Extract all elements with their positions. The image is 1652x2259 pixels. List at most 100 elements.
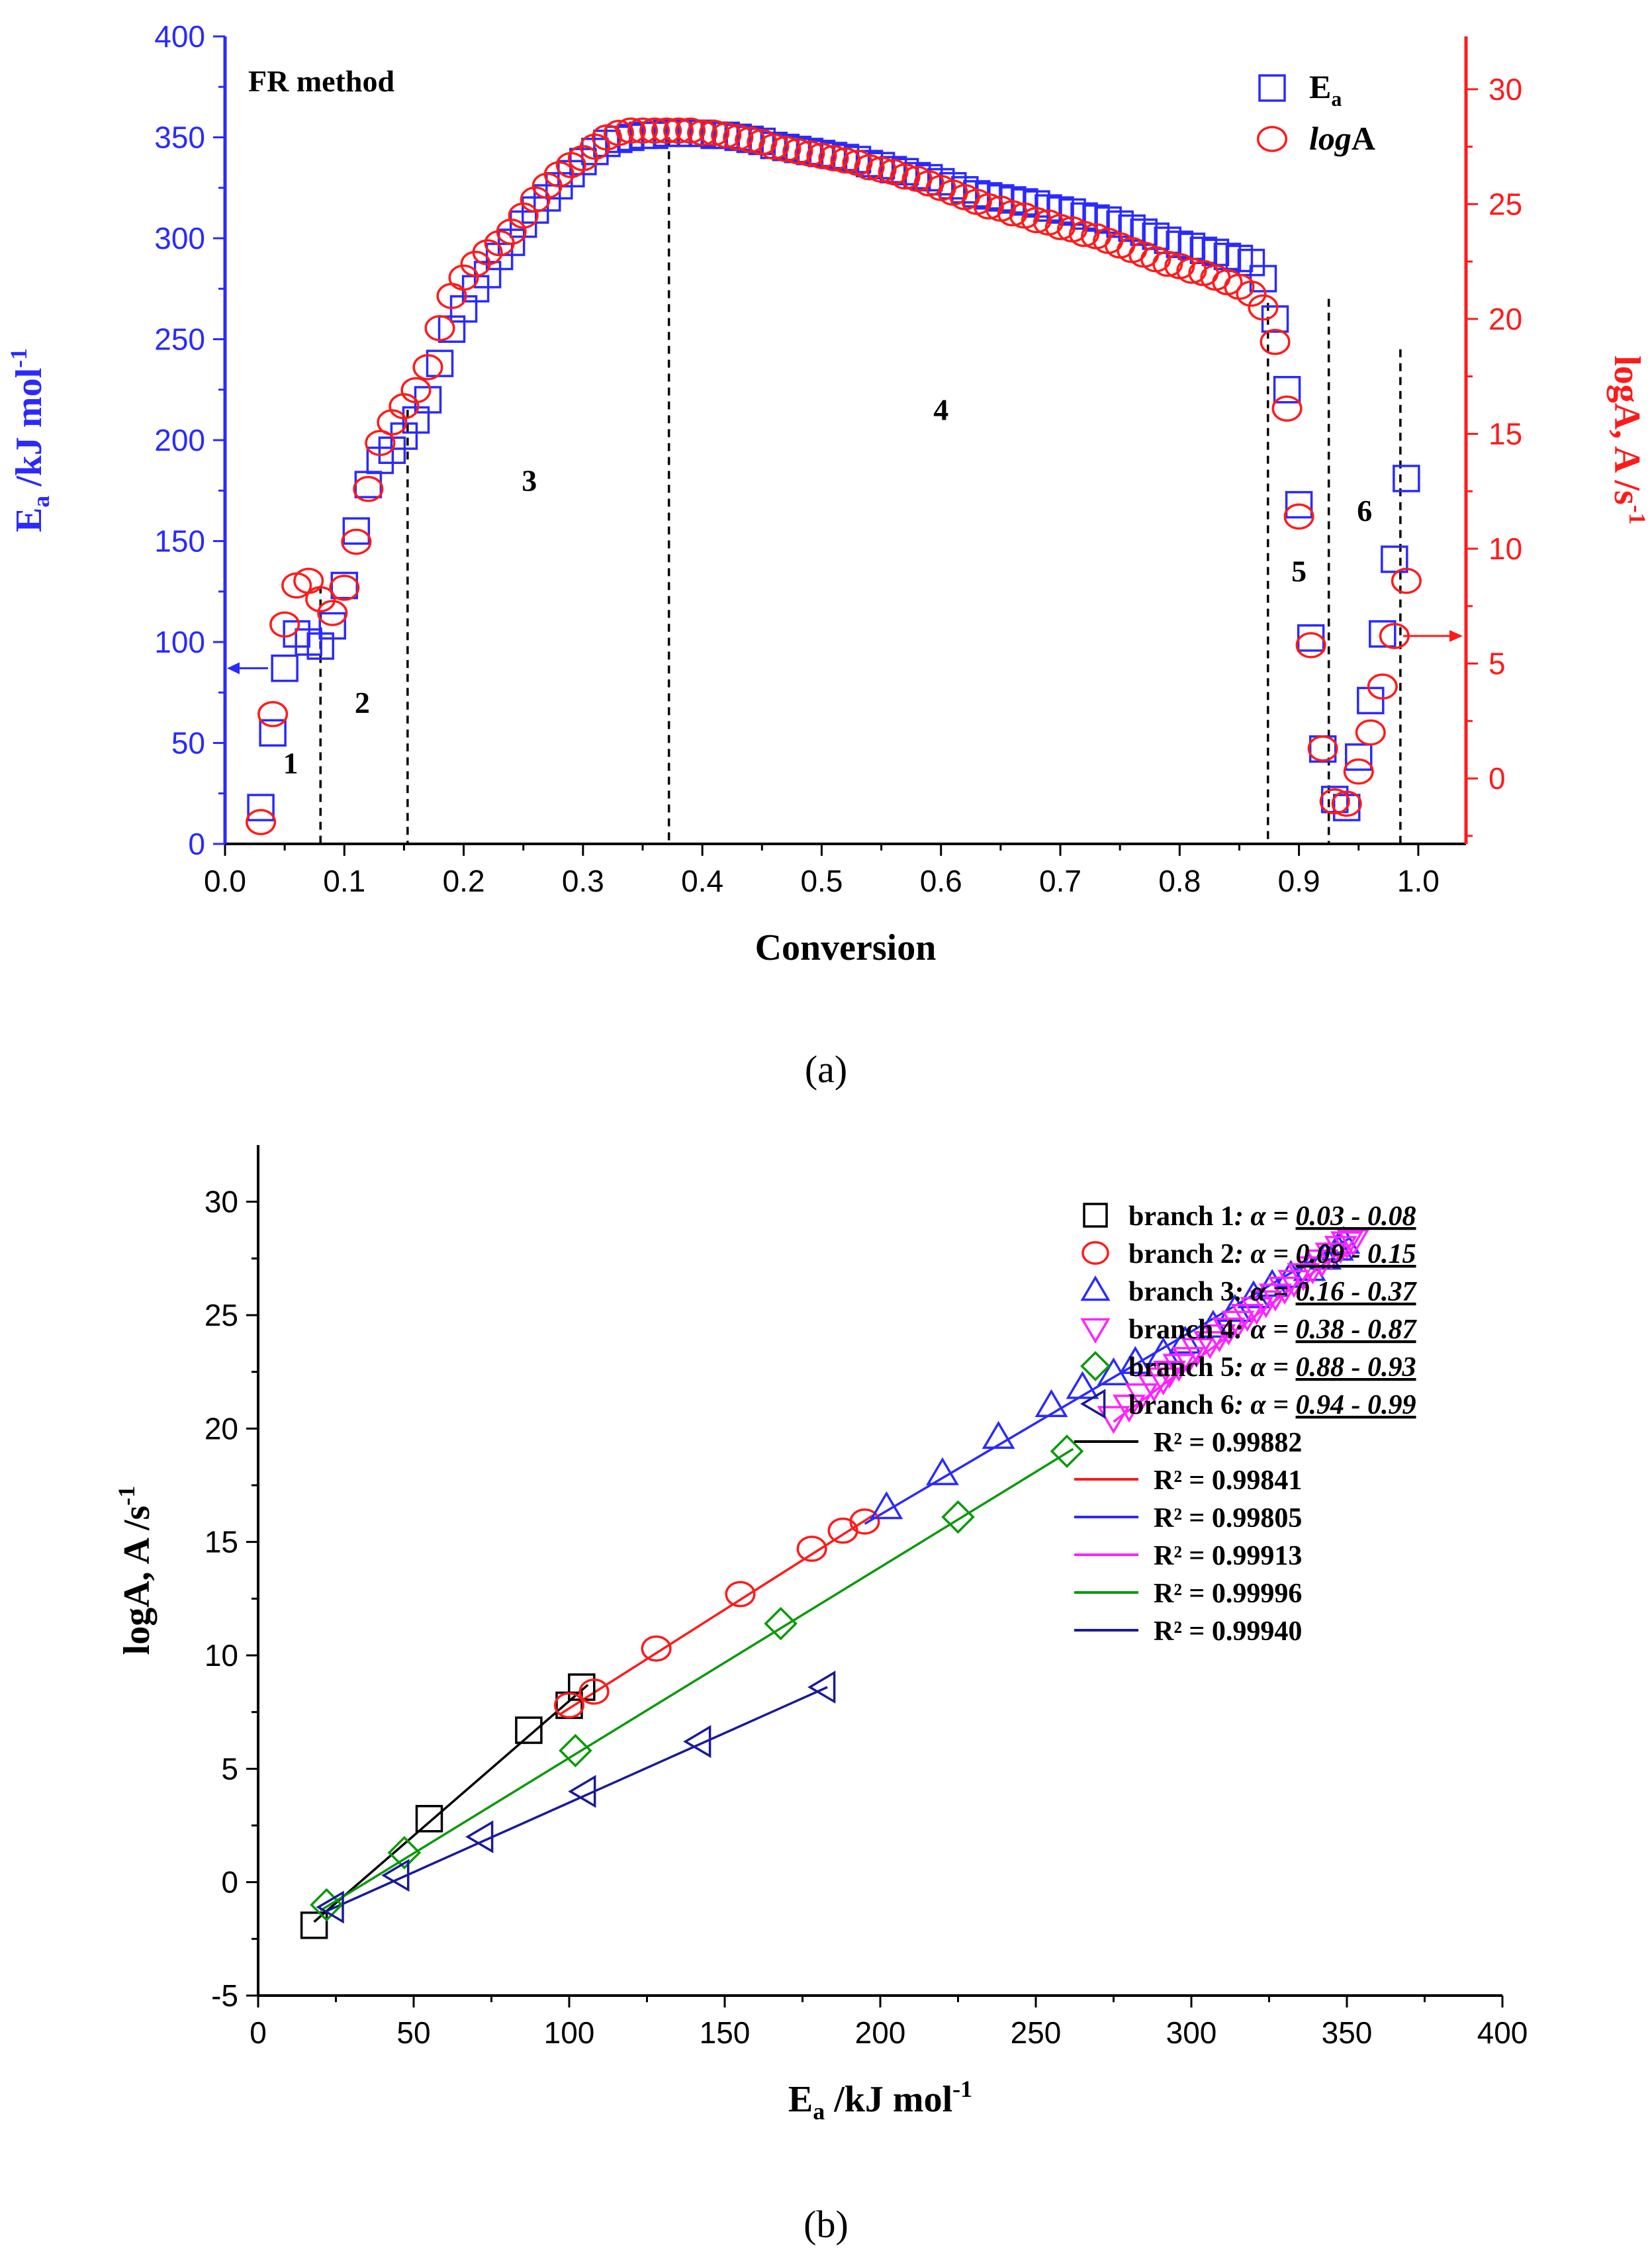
loga-point — [818, 145, 849, 171]
right-y-axis-title-part: -1 — [1624, 505, 1651, 525]
point-branch-5 — [764, 1606, 798, 1641]
loga-point — [866, 156, 897, 183]
loga-point — [412, 354, 443, 381]
right-y-tick-label: 0 — [1489, 761, 1506, 796]
x-tick-label: 0.4 — [681, 864, 723, 898]
x-axis-title-part: /kJ mol — [825, 2079, 952, 2120]
loga-point — [543, 161, 574, 188]
loga-point — [997, 200, 1028, 227]
point-branch-4 — [1146, 1367, 1180, 1396]
legend-loga-label: logA — [1309, 120, 1375, 157]
legend-symbol-branch-5 — [1080, 1351, 1111, 1381]
loga-point — [353, 475, 384, 502]
legend-range: 0.03 - 0.08 — [1296, 1201, 1416, 1232]
x-tick-label: 0.5 — [800, 864, 843, 898]
legend-alpha: : α = — [1234, 1352, 1296, 1383]
x-tick-label: 1.0 — [1397, 864, 1440, 898]
loga-point — [1021, 207, 1052, 234]
left-y-tick-label: 100 — [154, 625, 205, 659]
legend: Ea logA — [1256, 68, 1375, 157]
legend-range: 0.09 - 0.15 — [1296, 1239, 1416, 1269]
left-y-tick-label: 0 — [188, 827, 205, 861]
loga-point — [794, 140, 825, 167]
legend-loga-main: A — [1352, 120, 1375, 157]
point-branch-6 — [465, 1820, 494, 1854]
right-y-tick-label: 15 — [1489, 416, 1522, 451]
loga-point — [579, 133, 610, 160]
point-branch-5 — [310, 1888, 344, 1922]
loga-point — [1295, 631, 1326, 659]
fit-line-branch-6 — [320, 1686, 828, 1915]
legend-ea-label: Ea — [1309, 68, 1342, 111]
legend-alpha: : α = — [1234, 1201, 1296, 1232]
point-branch-2 — [796, 1536, 827, 1562]
left-y-tick-label: 250 — [154, 322, 205, 357]
y-tick-label: 0 — [221, 1865, 238, 1900]
loga-point — [496, 218, 527, 245]
legend-loga-italic: log — [1309, 120, 1352, 157]
legend-r2-branch-3: R² = 0.99805 — [1154, 1503, 1302, 1534]
y-tick-label: 30 — [205, 1185, 238, 1219]
ea-point — [1344, 743, 1373, 771]
loga-point — [1307, 735, 1338, 762]
ea-point — [1357, 686, 1385, 715]
point-branch-3 — [1196, 1309, 1230, 1338]
region-label: 1 — [283, 746, 298, 780]
ea-point — [1285, 490, 1313, 519]
point-branch-2 — [553, 1692, 585, 1719]
loga-point — [1331, 790, 1362, 817]
loga-point — [400, 377, 432, 404]
point-branch-4 — [1124, 1383, 1158, 1412]
loga-point — [257, 701, 289, 727]
x-tick-label: 0.9 — [1278, 864, 1320, 898]
y-tick-label: 20 — [205, 1411, 238, 1446]
left-y-tick-label: 200 — [154, 423, 205, 457]
legend-branch-name: branch 5 — [1128, 1352, 1234, 1383]
legend-label-branch-1: branch 1: α = 0.03 - 0.08 — [1128, 1201, 1416, 1232]
loga-point — [1379, 623, 1410, 649]
x-axis-title-part: E — [788, 2079, 813, 2120]
loga-point — [508, 202, 539, 229]
x-axis-title-part: -1 — [952, 2076, 972, 2102]
loga-point — [1367, 673, 1398, 700]
point-branch-3 — [1218, 1293, 1252, 1322]
loga-point — [1283, 503, 1314, 530]
legend-loga-symbol — [1256, 126, 1288, 152]
point-branch-2 — [641, 1635, 672, 1662]
region-label: 3 — [522, 463, 537, 497]
right-y-axis-title-part: logA, A /s — [1606, 355, 1647, 505]
legend-ea-sub: a — [1331, 87, 1342, 111]
left-y-axis-title-part: -1 — [5, 348, 32, 368]
x-tick-label: 0.7 — [1039, 864, 1081, 898]
legend-branch-name: branch 2 — [1128, 1239, 1234, 1269]
left-y-tick-label: 300 — [154, 221, 205, 255]
legend-alpha: : α = — [1234, 1277, 1296, 1307]
left-y-axis-title: Ea /kJ mol-1 — [5, 348, 54, 532]
loga-point — [1176, 257, 1207, 284]
loga-point — [651, 117, 682, 144]
fit-line-branch-1 — [313, 1684, 589, 1923]
x-tick-label: 100 — [544, 2015, 595, 2050]
loga-point — [1044, 214, 1076, 240]
point-branch-4 — [1336, 1228, 1370, 1258]
legend-branch-name: branch 6 — [1128, 1390, 1234, 1420]
y-tick-label: 15 — [205, 1525, 238, 1559]
ea-point — [330, 571, 359, 600]
ea-point — [247, 794, 275, 821]
point-branch-3 — [1119, 1346, 1152, 1374]
ea-point — [354, 471, 383, 498]
point-branch-3 — [926, 1457, 959, 1485]
loga-point — [1260, 328, 1291, 355]
legend-range: 0.38 - 0.87 — [1296, 1314, 1418, 1345]
point-branch-3 — [982, 1420, 1015, 1449]
loga-point — [377, 409, 408, 436]
legend-alpha: : α = — [1234, 1239, 1296, 1269]
right-y-tick-label: 25 — [1489, 187, 1522, 221]
x-tick-label: 0 — [250, 2015, 267, 2050]
point-branch-4 — [1330, 1231, 1363, 1260]
legend-label-branch-5: branch 5: α = 0.88 - 0.93 — [1128, 1352, 1416, 1383]
y-tick-label: 10 — [205, 1638, 238, 1673]
y-axis-title-part: -1 — [113, 1486, 140, 1506]
point-branch-3 — [870, 1491, 903, 1520]
loga-point — [472, 239, 503, 266]
